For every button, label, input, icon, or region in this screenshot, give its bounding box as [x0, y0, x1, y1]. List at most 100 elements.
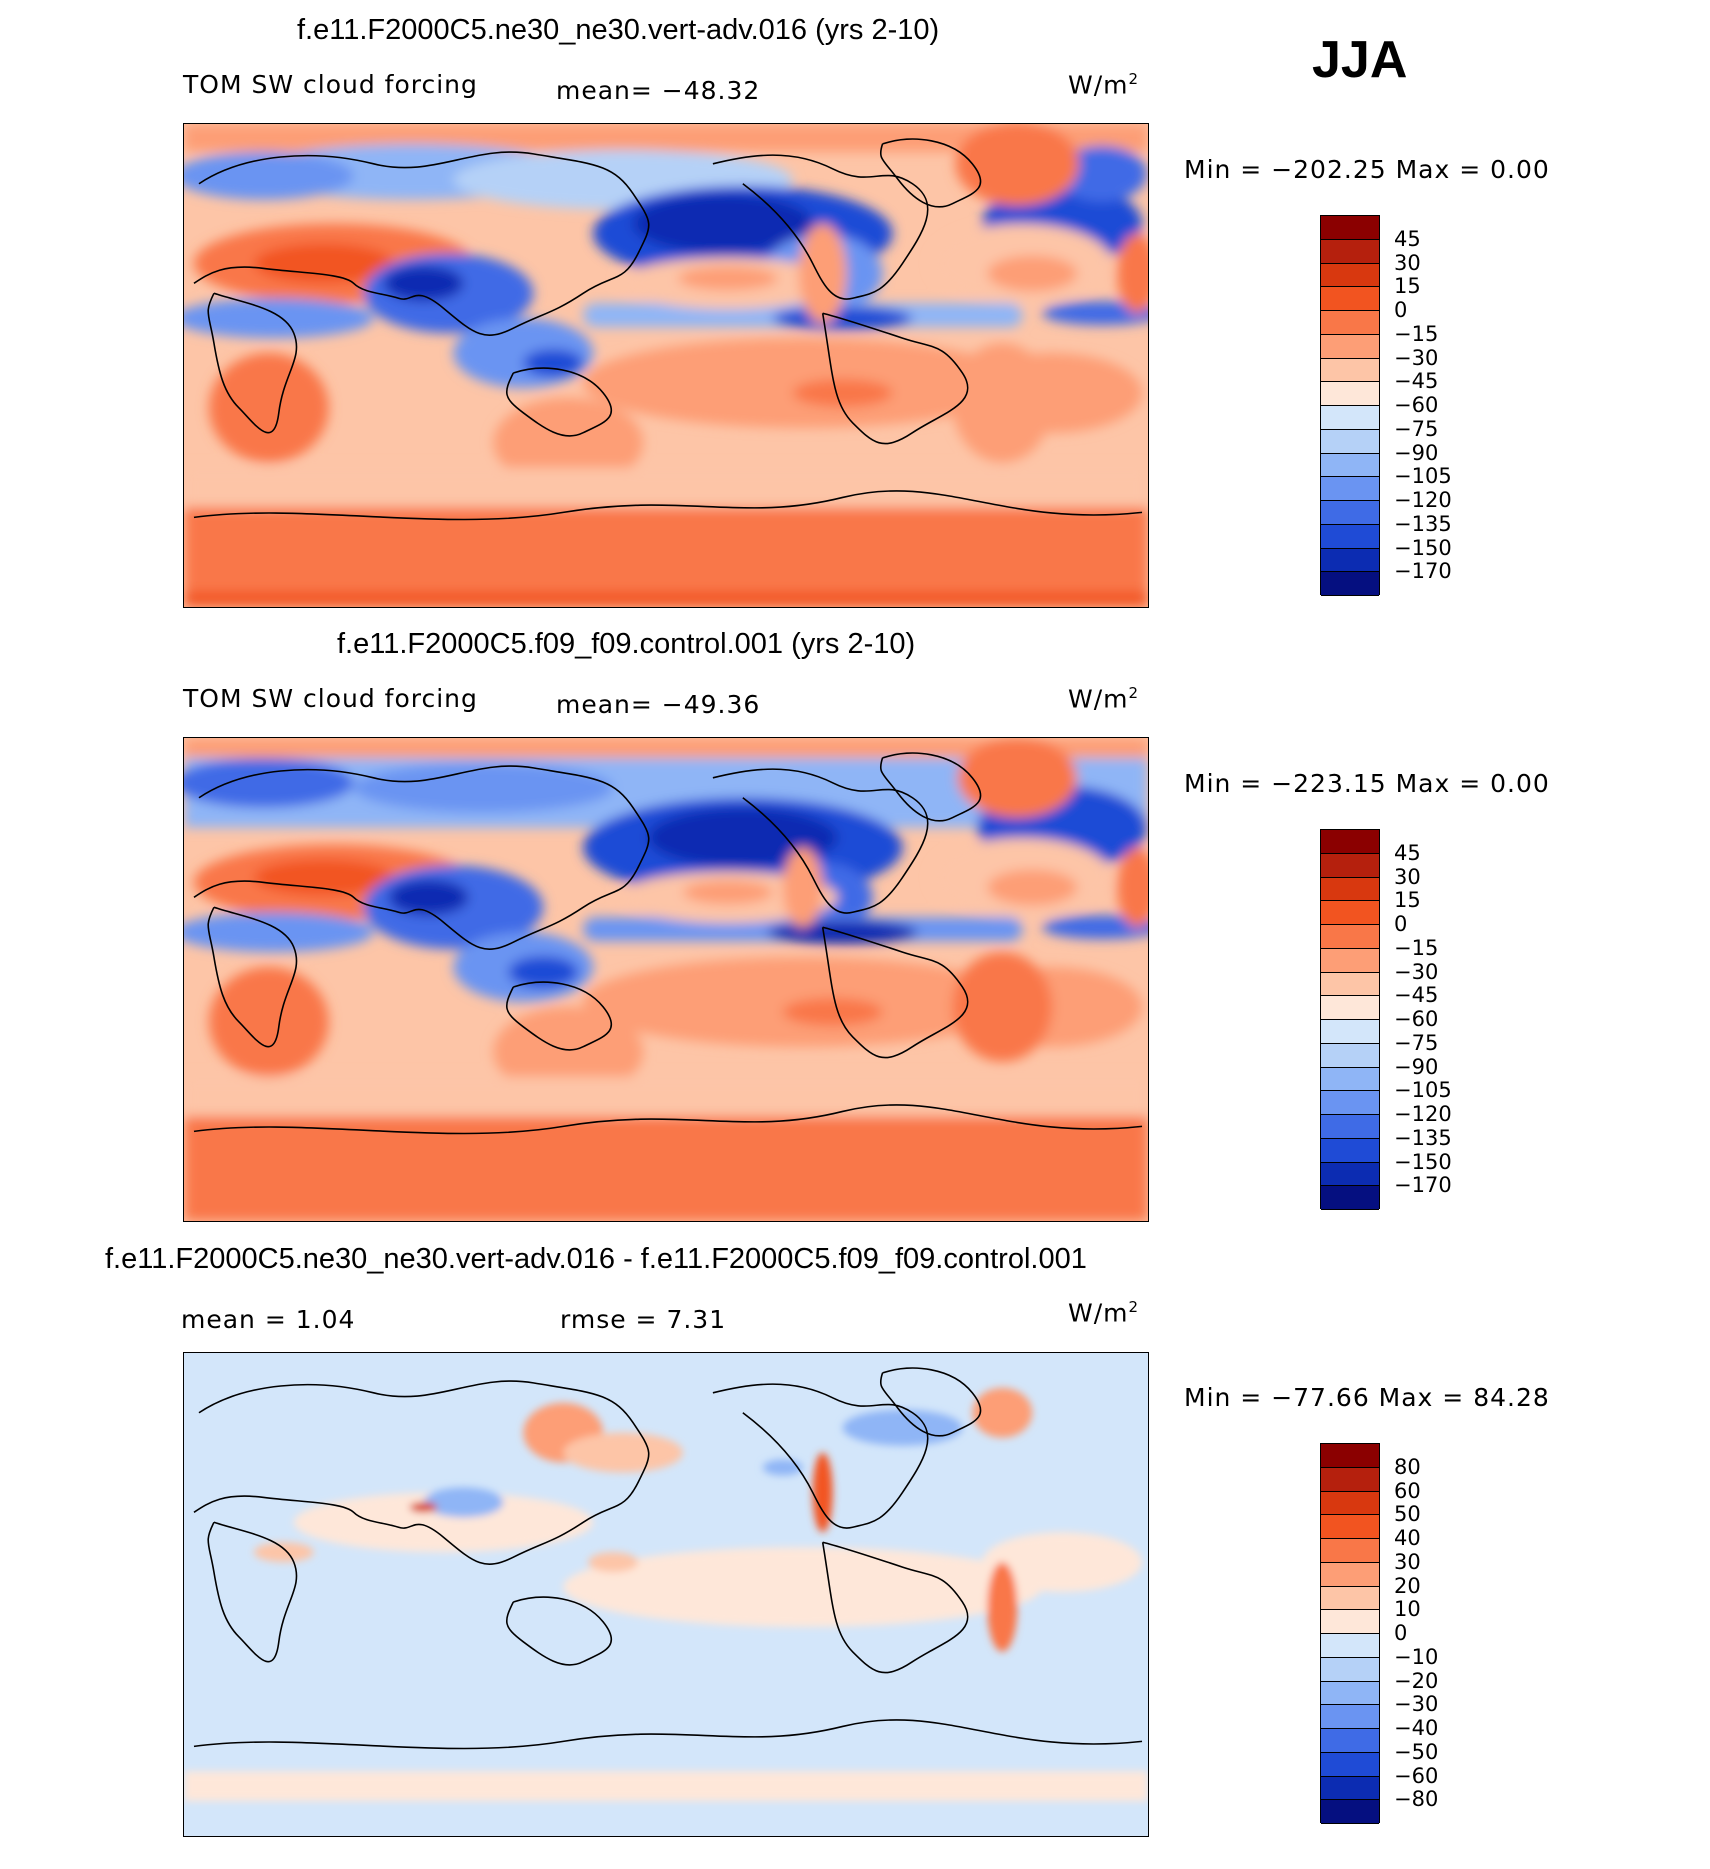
colorbar-swatch — [1321, 1539, 1379, 1563]
colorbar-tick-label: 45 — [1394, 226, 1421, 251]
colorbar-swatch — [1321, 1020, 1379, 1044]
colorbar-swatch — [1321, 1515, 1379, 1539]
colorbar-tick-label: 30 — [1394, 1549, 1421, 1574]
panel-2-minmax-label: Min = −223.15 Max = 0.00 — [1184, 769, 1550, 798]
colorbar-tick-label: −90 — [1394, 1054, 1439, 1079]
panel-1-minmax-label: Min = −202.25 Max = 0.00 — [1184, 155, 1550, 184]
colorbar-tick-label: −60 — [1394, 1763, 1439, 1788]
colorbar-tick-label: −170 — [1394, 559, 1452, 584]
panel-3-title: f.e11.F2000C5.ne30_ne30.vert-adv.016 - f… — [105, 1243, 1087, 1275]
colorbar-tick-label: 30 — [1394, 250, 1421, 275]
colorbar-tick-label: −20 — [1394, 1668, 1439, 1693]
colorbar-swatch — [1321, 1634, 1379, 1658]
panel-1-map — [183, 123, 1149, 608]
colorbar-box — [1320, 829, 1380, 1210]
colorbar-swatch — [1321, 1729, 1379, 1753]
colorbar-swatch — [1321, 1043, 1379, 1068]
panel-2-colorbar: 45 30 15 0 −15 −30 −45 −60 −75 −90 −105 −120 −135 −15… — [1320, 829, 1452, 1210]
colorbar-box — [1320, 215, 1380, 596]
colorbar-tick-label: 45 — [1394, 840, 1421, 865]
colorbar-swatch — [1321, 453, 1379, 478]
season-label: JJA — [1312, 31, 1408, 89]
colorbar-swatch — [1321, 358, 1379, 383]
colorbar-swatch — [1321, 1444, 1379, 1468]
colorbar-tick-label: 30 — [1394, 864, 1421, 889]
colorbar-swatch — [1321, 1186, 1379, 1210]
panel-3-minmax-label: Min = −77.66 Max = 84.28 — [1184, 1383, 1550, 1412]
colorbar-tick-label: 15 — [1394, 888, 1421, 913]
panel-2-variable-label: TOM SW cloud forcing — [183, 684, 478, 713]
panel-1-mean-label: mean= −48.32 — [556, 76, 761, 105]
panel-1-map-svg — [184, 124, 1148, 607]
colorbar-tick-label: −45 — [1394, 369, 1439, 394]
colorbar-tick-label: 10 — [1394, 1597, 1421, 1622]
colorbar-tick-label: −80 — [1394, 1787, 1439, 1812]
colorbar-tick-label: −150 — [1394, 535, 1452, 560]
colorbar-swatch — [1321, 501, 1379, 525]
colorbar-tick-label: −15 — [1394, 935, 1439, 960]
colorbar-tick-label: 20 — [1394, 1573, 1421, 1598]
colorbar-swatch — [1321, 239, 1379, 264]
panel-2-units-label: W/m2 — [1068, 684, 1140, 714]
panel-2-map-svg — [184, 738, 1148, 1221]
colorbar-swatch — [1321, 1752, 1379, 1777]
panel-3-map-svg — [184, 1353, 1148, 1836]
panel-3-units-label: W/m2 — [1068, 1298, 1140, 1328]
colorbar-swatch — [1321, 263, 1379, 288]
colorbar-swatch — [1321, 524, 1379, 549]
colorbar-swatch — [1321, 1610, 1379, 1634]
colorbar-tick-label: −40 — [1394, 1716, 1439, 1740]
colorbar-swatch — [1321, 1067, 1379, 1092]
colorbar-swatch — [1321, 1491, 1379, 1516]
colorbar-swatch — [1321, 1800, 1379, 1824]
colorbar-tick-label: −75 — [1394, 1030, 1439, 1055]
colorbar-swatch — [1321, 1776, 1379, 1801]
colorbar-swatch — [1321, 1562, 1379, 1587]
colorbar-swatch — [1321, 477, 1379, 501]
colorbar-swatch — [1321, 1138, 1379, 1163]
panel-1-colorbar: 45 30 15 0 −15 −30 −45 −60 −75 −90 −105 −120 −135 −15… — [1320, 215, 1452, 596]
colorbar-swatch — [1321, 1467, 1379, 1492]
panel-3-rmse-label: rmse = 7.31 — [560, 1305, 727, 1334]
colorbar-tick-label: −60 — [1394, 1007, 1439, 1031]
colorbar-tick-label: 0 — [1394, 912, 1408, 936]
colorbar-swatch — [1321, 1115, 1379, 1139]
colorbar-swatch — [1321, 287, 1379, 311]
panel-3-map — [183, 1352, 1149, 1837]
colorbar-swatch — [1321, 429, 1379, 454]
colorbar-tick-label: 40 — [1394, 1526, 1421, 1550]
colorbar-swatch — [1321, 216, 1379, 240]
colorbar-swatch — [1321, 382, 1379, 406]
colorbar-swatch — [1321, 548, 1379, 573]
panel-2-map — [183, 737, 1149, 1222]
colorbar-tick-label: −105 — [1394, 464, 1452, 489]
panel-2-mean-label: mean= −49.36 — [556, 690, 761, 719]
colorbar-swatch — [1321, 572, 1379, 596]
colorbar-tick-label: −30 — [1394, 345, 1439, 370]
colorbar-tick-label: −45 — [1394, 983, 1439, 1008]
panel-3-mean-label: mean = 1.04 — [181, 1305, 356, 1334]
colorbar-swatch — [1321, 406, 1379, 430]
colorbar-box — [1320, 1443, 1380, 1824]
colorbar-swatch — [1321, 925, 1379, 949]
colorbar-swatch — [1321, 311, 1379, 335]
panel-3-colorbar: 80 60 50 40 30 20 10 0 −10 −20 −30 −40 −50 −60 −80 — [1320, 1443, 1438, 1824]
colorbar-tick-label: −170 — [1394, 1173, 1452, 1198]
colorbar-swatch — [1321, 972, 1379, 997]
colorbar-tick-label: −75 — [1394, 416, 1439, 441]
colorbar-swatch — [1321, 853, 1379, 878]
colorbar-tick-label: −60 — [1394, 393, 1439, 417]
colorbar-swatch — [1321, 830, 1379, 854]
colorbar-tick-label: −15 — [1394, 321, 1439, 346]
colorbar-swatch — [1321, 334, 1379, 359]
colorbar-swatch — [1321, 996, 1379, 1020]
colorbar-tick-label: 0 — [1394, 298, 1408, 322]
colorbar-tick-label: −120 — [1394, 1102, 1452, 1126]
panel-1-units-label: W/m2 — [1068, 70, 1140, 100]
colorbar-swatch — [1321, 1657, 1379, 1682]
colorbar-tick-label: 60 — [1394, 1478, 1421, 1503]
panel-1-title: f.e11.F2000C5.ne30_ne30.vert-adv.016 (yr… — [297, 14, 940, 46]
colorbar-tick-label: −135 — [1394, 1125, 1452, 1150]
colorbar-tick-label: −50 — [1394, 1739, 1439, 1764]
colorbar-swatch — [1321, 901, 1379, 925]
